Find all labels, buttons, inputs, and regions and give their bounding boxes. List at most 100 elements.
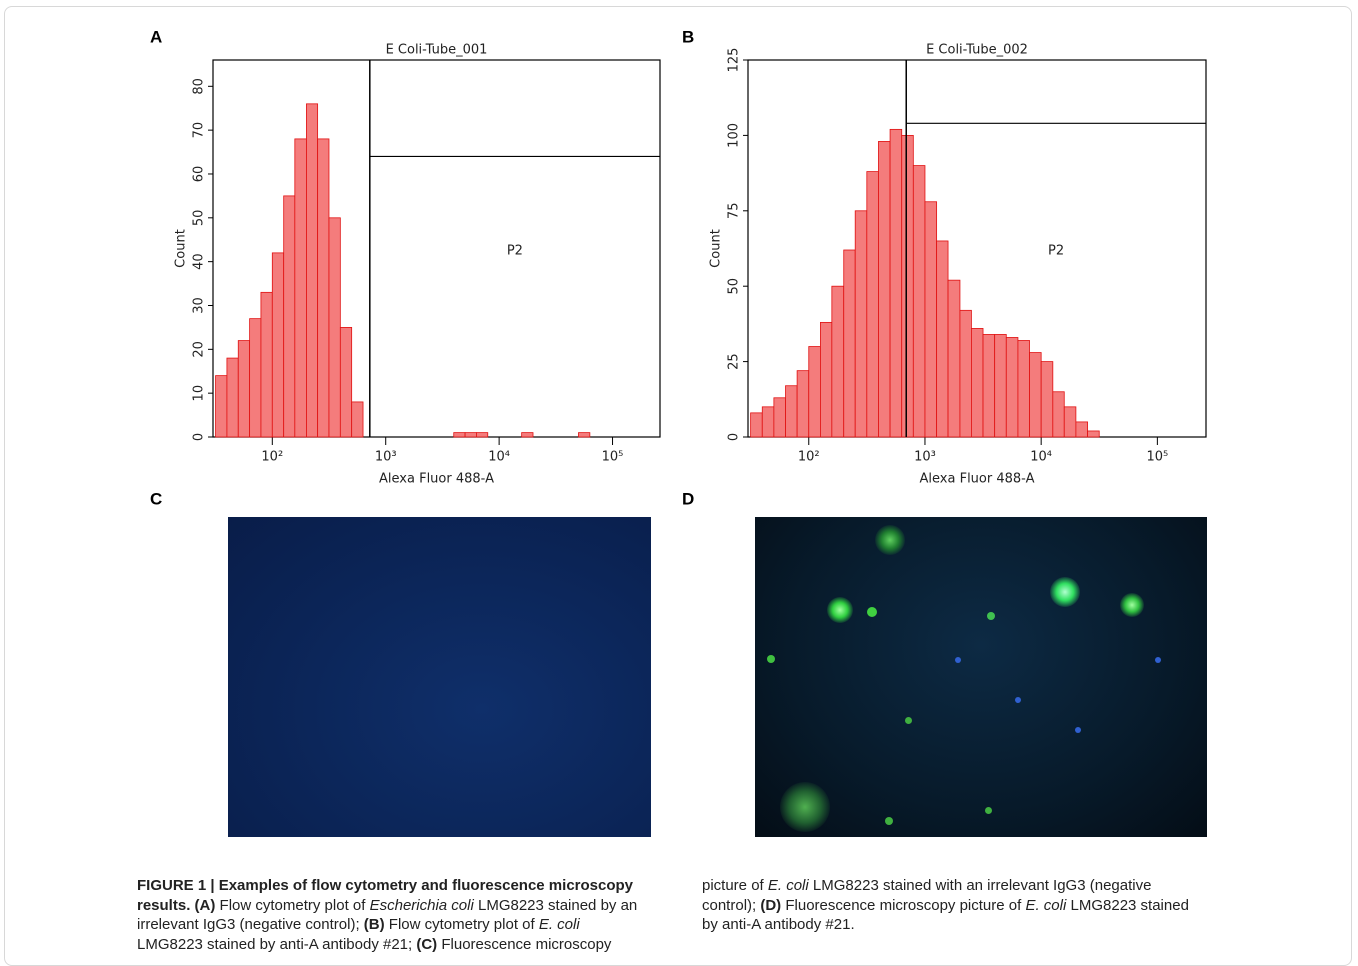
x-tick-label: 10³	[375, 450, 397, 465]
cell	[867, 607, 877, 617]
histogram-bar	[785, 385, 798, 438]
caption-run: Fluorescence microscopy picture of	[785, 896, 1022, 914]
caption-run: LMG8223 stained by anti-A antibody #21.	[702, 896, 1189, 934]
gate-label: P2	[507, 244, 523, 259]
histogram-bar	[306, 103, 319, 438]
histogram-bar	[1075, 421, 1089, 438]
histogram-bar	[912, 165, 926, 438]
caption-run: E. coli	[767, 877, 809, 894]
cell	[985, 807, 992, 814]
histogram-bar	[796, 370, 810, 438]
y-tick-label: 30	[192, 297, 207, 314]
charts: A B C D E Coli-Tube_001 Alexa Fluor 488-A…	[150, 27, 1207, 508]
caption-run: Flow cytometry plot of	[219, 896, 366, 914]
caption-run: (A)	[194, 896, 216, 914]
y-tick-label: 0	[727, 433, 742, 441]
caption-run: FIGURE 1 | Examples of flow cytometry an…	[137, 877, 634, 914]
y-tick-label: 0	[192, 433, 207, 441]
histogram-bar	[351, 401, 364, 438]
cell	[827, 597, 853, 623]
histogram-bar	[283, 195, 296, 438]
y-tick-label: 100	[727, 123, 742, 148]
histogram-bar	[936, 240, 949, 438]
y-tick-label: 125	[727, 48, 742, 73]
histogram-bar	[339, 327, 353, 438]
cell	[1120, 593, 1144, 617]
x-axis-label: Alexa Fluor 488-A	[920, 472, 1035, 487]
cell	[1015, 697, 1021, 703]
histogram-bar	[294, 138, 307, 438]
x-tick-label: 10²	[261, 450, 283, 465]
y-axis-label: Count	[709, 229, 724, 268]
y-axis-label: Count	[174, 229, 189, 268]
histogram-bar	[328, 217, 341, 438]
cell	[780, 782, 830, 832]
y-tick-label: 70	[192, 122, 207, 139]
y-tick-label: 75	[727, 203, 742, 220]
caption: FIGURE 1 | Examples of flow cytometry an…	[137, 876, 1207, 954]
cell	[767, 655, 775, 663]
histogram-bar	[959, 309, 972, 438]
histogram-bar	[1087, 430, 1100, 438]
histogram-bar	[1040, 361, 1054, 438]
gate-label: P2	[1048, 244, 1064, 259]
histogram-bar	[226, 357, 239, 438]
x-tick-label: 10⁴	[1030, 450, 1052, 465]
histogram-bar	[820, 321, 833, 438]
histogram-bar	[1029, 352, 1042, 438]
caption-run: (D)	[760, 896, 782, 914]
y-tick-label: 60	[192, 166, 207, 183]
panel-label: A	[150, 27, 162, 46]
cell	[1075, 727, 1081, 733]
histogram-bar	[1017, 340, 1030, 438]
x-tick-label: 10⁴	[488, 450, 510, 465]
caption-run: E. coli	[1025, 896, 1067, 914]
histogram-bar	[994, 334, 1007, 438]
histogram-bar	[761, 406, 775, 438]
histogram-bar	[831, 285, 845, 438]
caption-run: (B)	[363, 916, 385, 933]
histogram-bar	[947, 279, 961, 438]
histogram-bar	[464, 432, 477, 438]
microscopy-image	[755, 517, 1207, 837]
histogram-bar	[271, 252, 285, 438]
y-tick-label: 50	[192, 210, 207, 227]
histogram-bar	[854, 210, 868, 438]
histogram-bar	[215, 375, 228, 438]
caption-run: LMG8223 stained by an irrelevant IgG3 (n…	[137, 896, 638, 934]
histogram-bar	[1063, 406, 1077, 438]
panel-label: B	[682, 27, 694, 46]
cell	[875, 525, 905, 555]
histogram-bar	[924, 201, 938, 438]
histogram-bar	[521, 432, 534, 438]
histogram-bar	[971, 328, 984, 438]
histogram-bar	[889, 128, 903, 438]
plot-frame	[212, 59, 661, 438]
caption-run: Flow cytometry plot of	[388, 916, 535, 933]
histogram-bar	[1005, 337, 1019, 438]
x-tick-label: 10⁵	[602, 450, 624, 465]
caption-run: LMG8223 stained by anti-A antibody #21;	[137, 935, 413, 953]
caption-run: (C)	[416, 935, 438, 953]
cell	[885, 817, 893, 825]
histogram-bar	[249, 318, 262, 438]
cell	[987, 612, 995, 620]
histogram-bar	[878, 141, 891, 438]
histogram-bar	[1052, 391, 1065, 438]
cell	[1155, 657, 1161, 663]
histogram-bar	[453, 432, 466, 438]
x-tick-label: 10⁵	[1146, 450, 1168, 465]
histogram-bar	[866, 171, 879, 438]
histogram-bar	[808, 346, 821, 438]
chart-title: E Coli-Tube_001	[386, 43, 488, 58]
y-tick-label: 25	[727, 353, 742, 370]
histogram-bar	[843, 249, 856, 438]
caption-run: Escherichia coli	[369, 896, 474, 914]
microscopy-image	[228, 517, 651, 837]
x-tick-label: 10²	[798, 450, 820, 465]
panel-label: D	[682, 489, 694, 508]
histogram-bar	[578, 432, 591, 438]
histogram-bar	[237, 340, 251, 438]
y-tick-label: 10	[192, 385, 207, 402]
